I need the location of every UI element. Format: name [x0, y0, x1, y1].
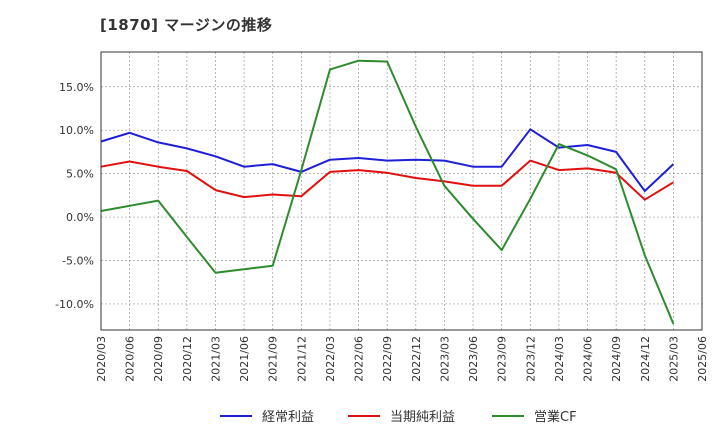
- plot-frame: [100, 51, 703, 331]
- series-line-2: [100, 59, 675, 325]
- y-tick-label: 0.0%: [66, 211, 94, 224]
- series-line-0: [100, 128, 675, 192]
- x-tick-label: 2023/09: [496, 336, 509, 382]
- x-tick-label: 2024/06: [582, 336, 595, 382]
- grid: [101, 52, 702, 330]
- x-tick-label: 2021/12: [295, 336, 308, 382]
- series-line-1: [100, 159, 674, 201]
- x-tick-label: 2022/03: [324, 336, 337, 382]
- x-tick-label: 2022/12: [410, 336, 423, 382]
- x-tick-label: 2021/09: [267, 336, 280, 382]
- x-tick-label: 2023/03: [438, 336, 451, 382]
- x-tick-label: 2024/12: [639, 336, 652, 382]
- x-tick-label: 2023/12: [524, 336, 537, 382]
- legend-label: 経常利益: [262, 410, 314, 425]
- legend-label: 当期純利益: [390, 410, 455, 425]
- x-tick-label: 2023/06: [467, 336, 480, 382]
- chart-title: [1870] マージンの推移: [100, 16, 273, 34]
- legend: 経常利益 当期純利益 営業CF: [220, 409, 577, 425]
- legend-label: 営業CF: [534, 409, 577, 425]
- x-tick-label: 2022/09: [381, 336, 394, 382]
- x-tick-label: 2020/03: [95, 336, 108, 382]
- x-tick-label: 2025/06: [696, 336, 709, 382]
- x-tick-label: 2024/09: [610, 336, 623, 382]
- series-lines: [100, 59, 675, 325]
- x-tick-label: 2021/06: [238, 336, 251, 382]
- x-tick-label: 2021/03: [209, 336, 222, 382]
- x-tick-label: 2024/03: [553, 336, 566, 382]
- y-tick-label: -10.0%: [55, 298, 94, 311]
- y-axis-ticks: -10.0% -5.0% 0.0% 5.0% 10.0% 15.0%: [55, 81, 94, 311]
- y-tick-label: 5.0%: [66, 168, 94, 181]
- x-tick-label: 2020/12: [181, 336, 194, 382]
- y-tick-label: -5.0%: [62, 255, 94, 268]
- y-tick-label: 10.0%: [59, 124, 94, 137]
- x-tick-label: 2020/06: [124, 336, 137, 382]
- x-tick-label: 2020/09: [152, 336, 165, 382]
- x-tick-label: 2022/06: [353, 336, 366, 382]
- y-tick-label: 15.0%: [59, 81, 94, 94]
- x-tick-label: 2025/03: [667, 336, 680, 382]
- x-axis-ticks: 2020/03 2020/06 2020/09 2020/12 2021/03 2021/…: [95, 336, 709, 382]
